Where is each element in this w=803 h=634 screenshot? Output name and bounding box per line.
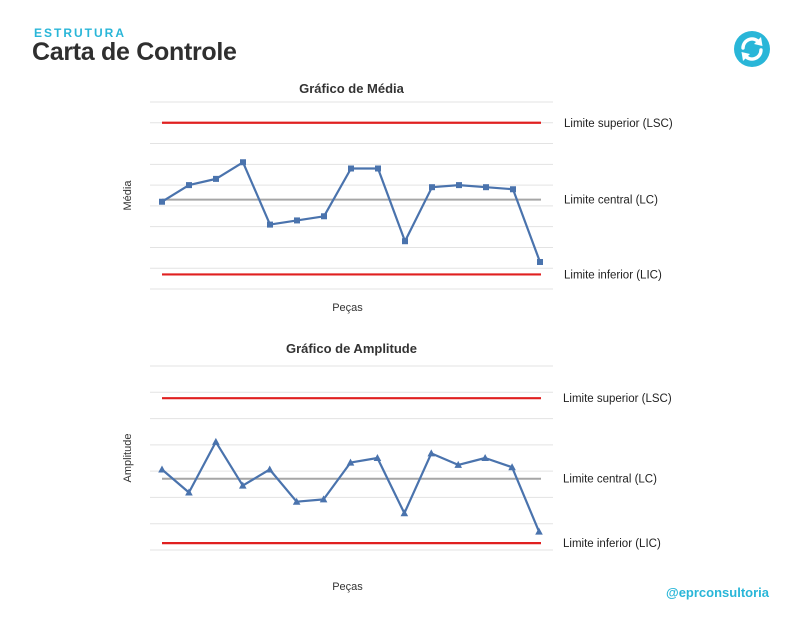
mean-limit-upper-label: Limite superior (LSC) — [564, 118, 673, 130]
social-handle[interactable]: @eprconsultoria — [666, 585, 769, 600]
refresh-logo-icon — [734, 31, 770, 67]
range-series-line — [161, 440, 541, 533]
range-point — [158, 465, 166, 473]
range-point — [212, 437, 220, 445]
mean-point — [240, 159, 246, 166]
range-point — [292, 497, 301, 505]
range-point — [265, 465, 274, 473]
range-y-axis-label: Amplitude — [122, 434, 134, 483]
range-point — [508, 463, 516, 471]
range-point — [185, 488, 193, 496]
range-chart-title: Gráfico de Amplitude — [286, 341, 417, 356]
mean-point — [348, 165, 354, 172]
mean-control-chart: Gráfico de Média Peças Média Limite superio… — [122, 81, 673, 314]
range-point — [427, 449, 436, 457]
eyebrow-label: ESTRUTURA — [34, 26, 126, 40]
mean-limit-center-label: Limite central (LC) — [564, 195, 658, 207]
range-point — [400, 509, 409, 517]
range-point — [238, 481, 247, 489]
mean-point — [267, 221, 273, 228]
range-x-axis-label: Peças — [332, 581, 363, 593]
range-point — [481, 454, 489, 461]
range-limit-lower-label: Limite inferior (LIC) — [563, 538, 661, 550]
range-point — [319, 495, 328, 503]
mean-point — [294, 217, 300, 224]
mean-point — [186, 182, 192, 189]
mean-point — [375, 165, 381, 172]
range-point — [346, 458, 355, 466]
range-point — [535, 527, 543, 535]
range-limit-center-label: Limite central (LC) — [563, 474, 657, 486]
mean-point — [510, 186, 516, 193]
mean-limit-lower-label: Limite inferior (LIC) — [564, 269, 662, 281]
range-point — [373, 454, 382, 461]
mean-point — [537, 258, 543, 265]
range-limit-upper-label: Limite superior (LSC) — [563, 393, 672, 405]
mean-x-axis-label: Peças — [332, 302, 363, 314]
mean-point — [321, 213, 327, 220]
page-title: Carta de Controle — [32, 38, 237, 66]
mean-point — [483, 184, 489, 191]
mean-chart-title: Gráfico de Média — [299, 81, 405, 96]
range-point — [454, 460, 463, 468]
mean-y-axis-label: Média — [122, 180, 134, 211]
mean-point — [159, 198, 165, 205]
mean-point — [456, 182, 462, 189]
mean-point — [402, 238, 408, 245]
mean-point — [429, 184, 435, 191]
mean-point — [213, 175, 219, 182]
